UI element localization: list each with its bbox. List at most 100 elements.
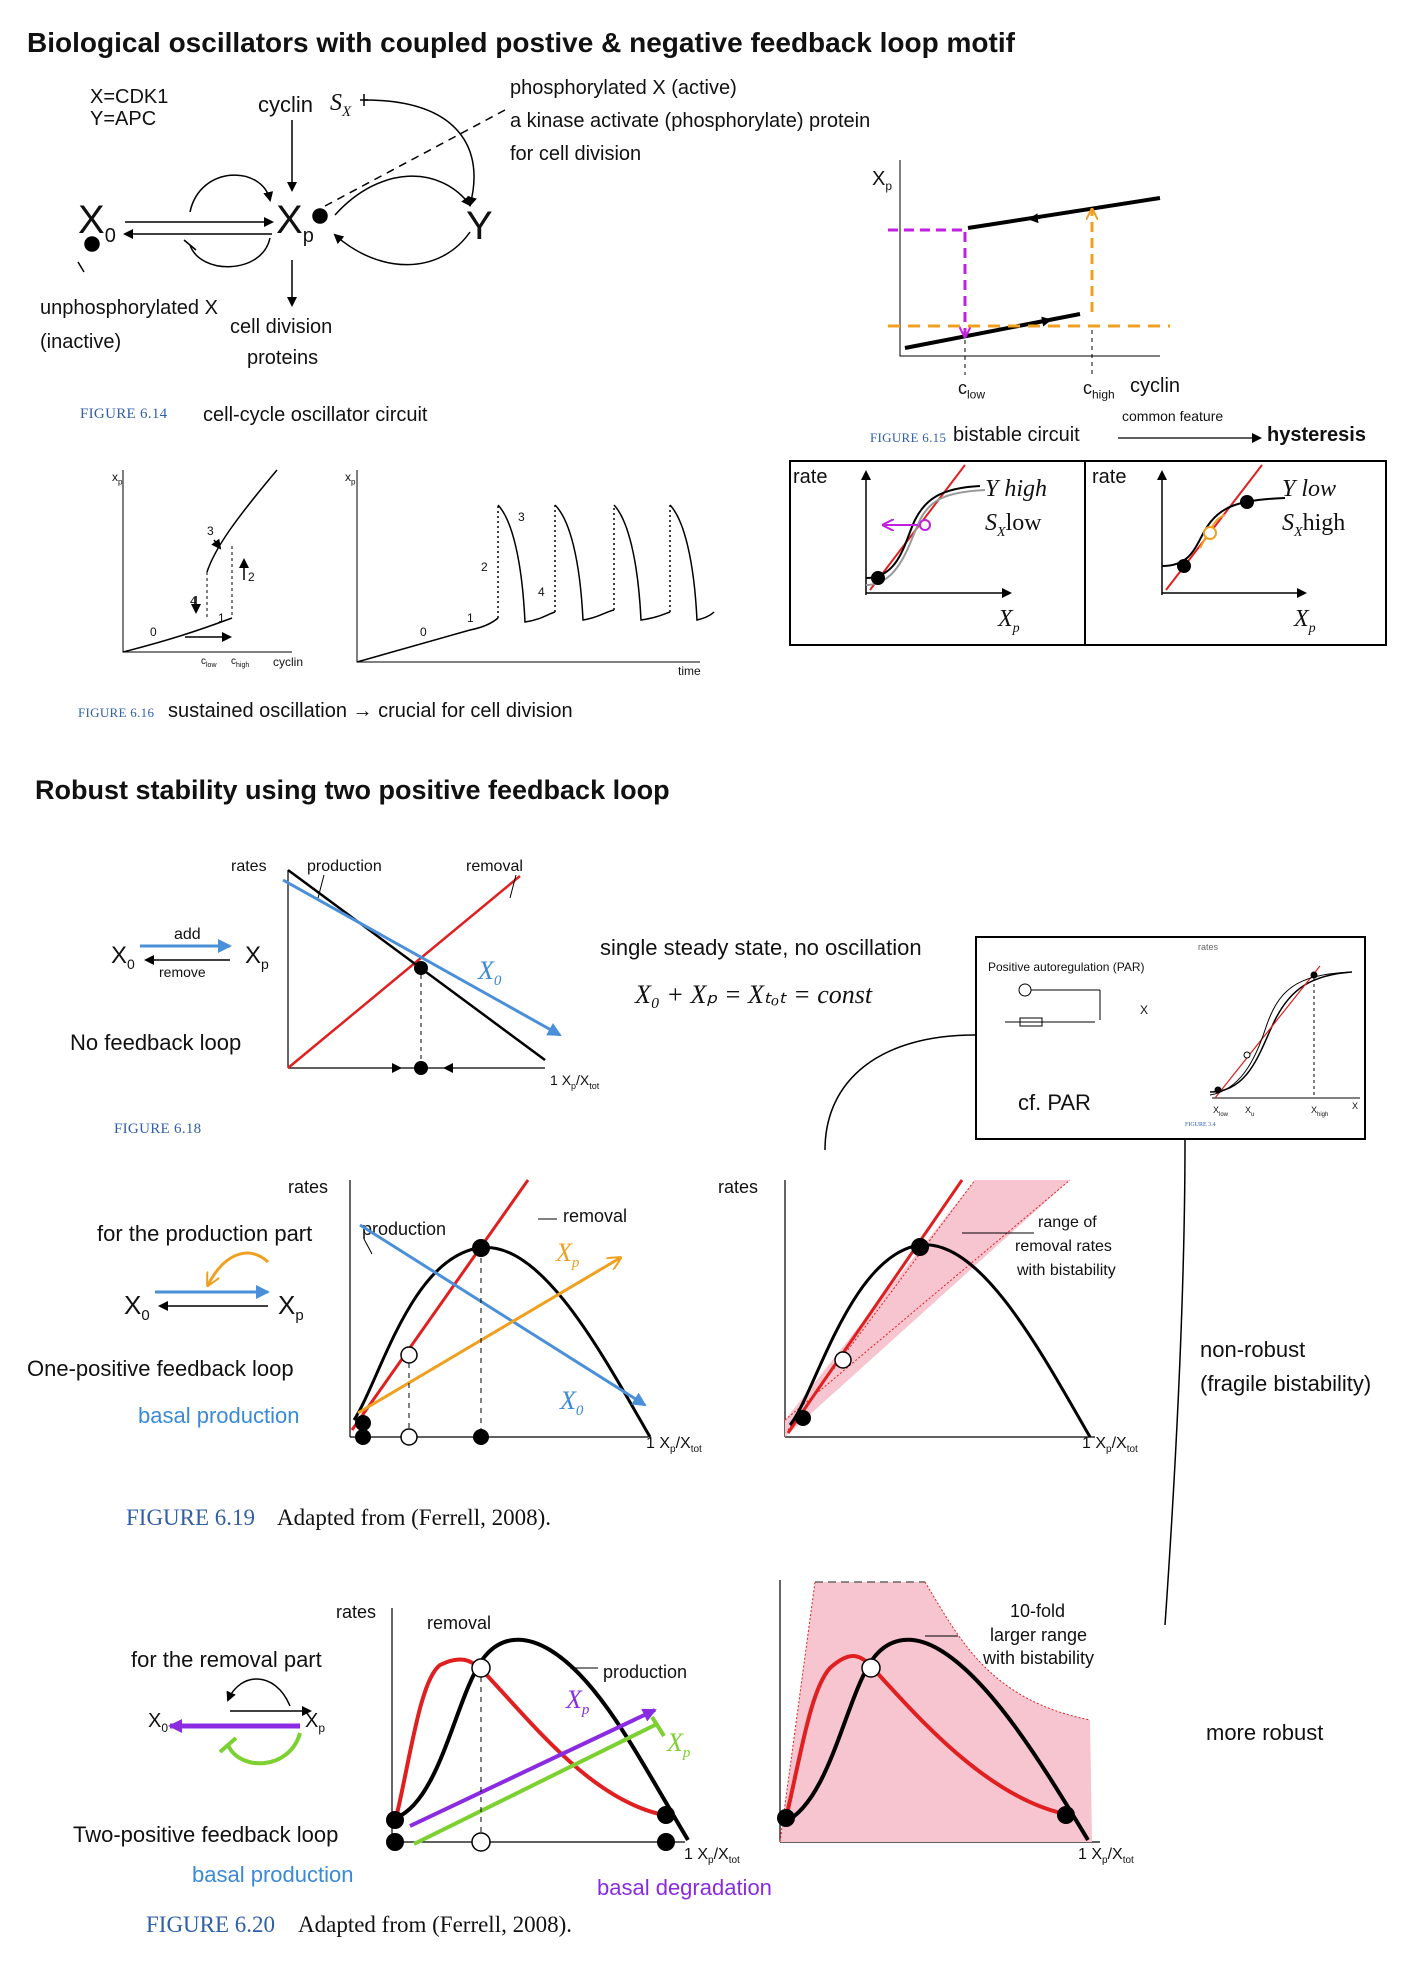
par-xlow: Xlow [1213, 1105, 1229, 1118]
rate-panel-right-line2: SXhigh [1282, 510, 1346, 540]
hysteresis-label: hysteresis [1267, 424, 1366, 446]
fig19-x0-line-label: X0 [560, 1386, 584, 1420]
hysteresis-plot [888, 160, 1262, 443]
fig18-remove: remove [159, 964, 206, 980]
non-robust-2: (fragile bistability) [1200, 1371, 1372, 1396]
fig20-rates: rates [336, 1602, 377, 1622]
par-graphics [824, 965, 1360, 1626]
x0-dot [84, 236, 100, 252]
fig19-axis-left: 1 Xp/Xtot [646, 1435, 702, 1456]
single-steady-state: single steady state, no oscillation [600, 935, 922, 960]
fig614-id: FIGURE 6.14 [80, 406, 168, 422]
par-xaxis: X [1352, 1101, 1359, 1111]
par-title: Positive autoregulation (PAR) [988, 960, 1145, 974]
circuit-def-apc: Y=APC [90, 108, 157, 130]
fig20-fold-note-1: 10-fold [1010, 1601, 1066, 1621]
osc2-num-1: 1 [467, 611, 474, 625]
fig19-graphics [155, 1179, 1095, 1446]
rate-panel-right-xlabel: Xp [1294, 606, 1316, 636]
phospho-note-1: phosphorylated X (active) [510, 77, 737, 99]
fig19-production: production [362, 1219, 447, 1239]
circuit-diagram [77, 94, 506, 307]
fig616-id: FIGURE 6.16 [78, 705, 155, 720]
fig18-add: add [174, 926, 201, 943]
rate-panel-left-plot [861, 464, 1012, 598]
osc1-num-1: 1 [218, 611, 225, 625]
removal-part-label: for the removal part [131, 1647, 322, 1672]
osc2-num-3: 3 [518, 510, 525, 524]
oscillation-plot-1 [122, 469, 292, 653]
non-robust-1: non-robust [1200, 1337, 1306, 1362]
par-xhigh: Xhigh [1311, 1105, 1329, 1118]
unphospho-note-1: unphosphorylated X [40, 297, 218, 319]
fig19-xp-line-label: Xp [556, 1238, 580, 1272]
fig20-basal-production: basal production [192, 1862, 354, 1887]
fig620-caption: Adapted from (Ferrell, 2008). [298, 1912, 573, 1937]
par-fig-ref: FIGURE 3.4 [1185, 1122, 1216, 1128]
fig19-range-note-2: removal rates [1015, 1238, 1112, 1255]
fig18-xp: Xp [245, 942, 269, 972]
circuit-y: Y [466, 204, 493, 248]
circuit-xp: Xp [276, 198, 314, 247]
circuit-sx: SX [330, 90, 352, 120]
fig616-caption: sustained oscillation → crucial for cell… [168, 700, 573, 722]
fig18-x0-line-label: X0 [478, 956, 502, 990]
one-positive-loop: One-positive feedback loop [27, 1356, 294, 1381]
two-positive-loop: Two-positive feedback loop [73, 1822, 339, 1847]
osc2-num-2: 2 [481, 560, 488, 574]
fig19-range-note-1: range of [1038, 1214, 1097, 1231]
par-xu: Xu [1245, 1105, 1255, 1118]
osc1-chigh: chigh [231, 656, 250, 669]
fig19-range-note-3: with bistability [1017, 1262, 1116, 1279]
fig19-x0: X0 [124, 1290, 150, 1325]
osc2-ylabel: xp [345, 470, 356, 487]
fig19-rates2: rates [718, 1177, 759, 1197]
rate-panel-left-line2: SXlow [985, 510, 1042, 540]
osc1-num-3: 3 [207, 524, 214, 538]
fig19-basal-production: basal production [138, 1403, 300, 1428]
fig615-caption: bistable circuit [953, 424, 1080, 446]
rate-panel-left-ylabel: rate [793, 466, 828, 488]
fig20-removal: removal [427, 1613, 492, 1633]
cf-par: cf. PAR [1018, 1090, 1091, 1115]
rate-panel-right-ylabel: rate [1092, 466, 1127, 488]
osc1-ylabel: xp [112, 470, 123, 487]
fig20-axis-left: 1 Xp/Xtot [684, 1846, 740, 1867]
phospho-note-2: a kinase activate (phosphorylate) protei… [510, 110, 871, 132]
fig619-id: FIGURE 6.19 [126, 1505, 256, 1530]
osc1-clow: clow [201, 656, 217, 669]
hyst-xlabel: cyclin [1130, 375, 1181, 397]
no-feedback-label: No feedback loop [70, 1030, 242, 1055]
conservation-equation: X₀ + Xₚ = Xₜₒₜ = const [635, 980, 873, 1009]
common-feature: common feature [1122, 408, 1224, 424]
osc2-num-0: 0 [420, 625, 427, 639]
fig20-fold-note-3: with bistability [983, 1648, 1095, 1668]
xp-dot [312, 208, 328, 224]
fig20-xp-green-label: Xp [667, 1728, 691, 1762]
hyst-chigh: chigh [1083, 378, 1115, 402]
section1-title: Biological oscillators with coupled post… [27, 27, 1015, 58]
rate-panel-right [1084, 460, 1387, 646]
cell-division-1: cell division [230, 316, 333, 338]
osc1-num-2: 2 [248, 570, 255, 584]
rate-panel-right-line1: Y low [1282, 476, 1337, 502]
fig19-xp: Xp [278, 1290, 304, 1325]
fig20-fold-note-2: larger range [990, 1625, 1088, 1645]
par-x: X [1140, 1003, 1149, 1017]
rate-panel-right-plot [1157, 464, 1307, 598]
fig620-id: FIGURE 6.20 [146, 1912, 276, 1937]
fig18-removal: removal [466, 858, 523, 875]
osc2-xlabel: time [678, 664, 701, 678]
circuit-def-cdk1: X=CDK1 [90, 86, 169, 108]
fig615-id: FIGURE 6.15 [870, 430, 947, 445]
hyst-clow: clow [958, 378, 986, 402]
fig619-caption: Adapted from (Ferrell, 2008). [277, 1505, 552, 1530]
oscillation-plot-2 [356, 470, 715, 663]
osc1-xlabel: cyclin [273, 655, 304, 669]
par-box [975, 936, 1366, 1140]
unphospho-note-2: (inactive) [40, 331, 122, 353]
fig18-x0: X0 [111, 942, 135, 972]
section2-title: Robust stability using two positive feed… [35, 775, 670, 805]
fig19-rates1: rates [288, 1177, 329, 1197]
osc1-num-4: 4 [190, 594, 197, 608]
